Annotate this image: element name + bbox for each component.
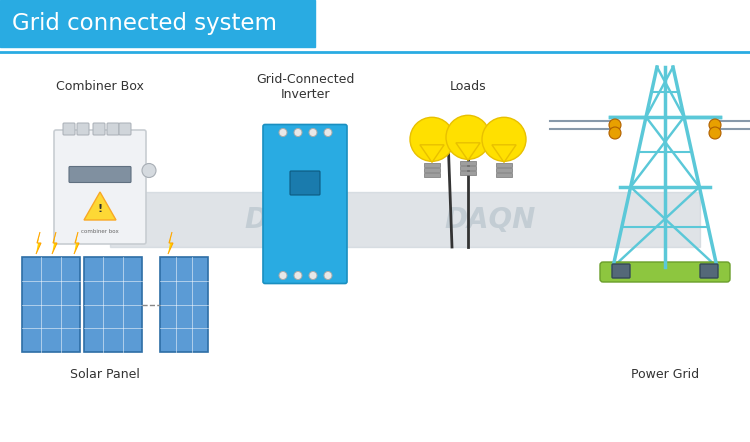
Circle shape <box>294 129 302 137</box>
Circle shape <box>309 129 317 137</box>
FancyBboxPatch shape <box>612 264 630 278</box>
FancyBboxPatch shape <box>107 123 119 135</box>
FancyBboxPatch shape <box>263 125 347 283</box>
Polygon shape <box>168 232 173 254</box>
Text: DAQN: DAQN <box>444 206 536 233</box>
FancyBboxPatch shape <box>84 257 142 352</box>
Text: Loads: Loads <box>450 80 486 94</box>
Bar <box>424 173 440 177</box>
FancyBboxPatch shape <box>600 262 730 282</box>
Polygon shape <box>456 143 480 160</box>
Circle shape <box>446 115 490 159</box>
Bar <box>460 171 476 175</box>
Bar <box>496 164 512 168</box>
Circle shape <box>324 271 332 279</box>
Circle shape <box>709 119 721 131</box>
FancyBboxPatch shape <box>63 123 75 135</box>
Polygon shape <box>84 192 116 220</box>
Bar <box>496 173 512 177</box>
Circle shape <box>294 271 302 279</box>
Polygon shape <box>52 232 57 254</box>
Bar <box>0 0 315 47</box>
Circle shape <box>309 271 317 279</box>
Polygon shape <box>74 232 79 254</box>
Circle shape <box>482 117 526 161</box>
FancyBboxPatch shape <box>22 257 80 352</box>
Polygon shape <box>420 145 444 162</box>
Circle shape <box>410 117 454 161</box>
Circle shape <box>709 127 721 139</box>
Circle shape <box>142 164 156 178</box>
Text: Solar Panel: Solar Panel <box>70 367 140 381</box>
Circle shape <box>279 129 287 137</box>
Text: !: ! <box>98 204 103 214</box>
FancyBboxPatch shape <box>160 257 208 352</box>
FancyBboxPatch shape <box>69 167 131 183</box>
Bar <box>460 161 476 165</box>
Text: combiner box: combiner box <box>81 229 118 234</box>
Circle shape <box>279 271 287 279</box>
Text: Grid connected system: Grid connected system <box>12 12 277 35</box>
Bar <box>110 192 700 247</box>
FancyBboxPatch shape <box>119 123 131 135</box>
Circle shape <box>324 129 332 137</box>
Text: Combiner Box: Combiner Box <box>56 80 144 94</box>
Bar <box>496 168 512 172</box>
Circle shape <box>609 119 621 131</box>
Bar <box>460 166 476 171</box>
FancyBboxPatch shape <box>54 130 146 244</box>
FancyBboxPatch shape <box>700 264 718 278</box>
Polygon shape <box>492 145 516 162</box>
Bar <box>424 164 440 168</box>
FancyBboxPatch shape <box>290 171 320 195</box>
FancyBboxPatch shape <box>93 123 105 135</box>
Polygon shape <box>36 232 41 254</box>
Bar <box>424 168 440 172</box>
Circle shape <box>609 127 621 139</box>
Text: DAQN: DAQN <box>244 206 336 233</box>
FancyBboxPatch shape <box>77 123 89 135</box>
Text: Grid-Connected
Inverter: Grid-Connected Inverter <box>256 73 354 101</box>
Text: Power Grid: Power Grid <box>631 367 699 381</box>
